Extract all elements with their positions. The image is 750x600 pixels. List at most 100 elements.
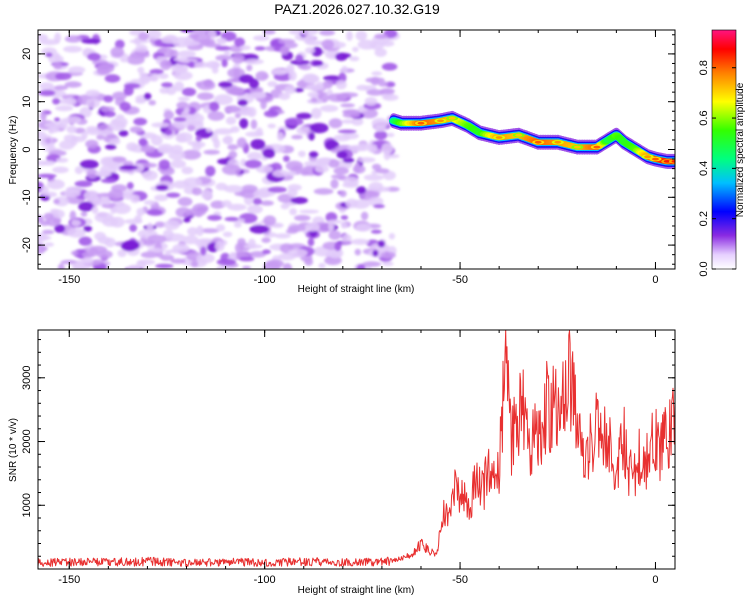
noise-blob [173, 117, 187, 122]
x-tick-label: -150 [58, 574, 80, 586]
track-peak-core [644, 155, 652, 159]
noise-blob [149, 76, 156, 82]
snr-series-line [38, 330, 675, 567]
noise-blob [150, 135, 163, 146]
noise-blob [222, 136, 233, 144]
noise-blob [191, 187, 203, 196]
noise-blob [196, 253, 215, 264]
snr-x-ticks: -150 -100 -50 0 [58, 330, 659, 586]
noise-blob [46, 217, 61, 227]
noise-blob [239, 111, 254, 116]
noise-blob [38, 173, 57, 178]
noise-blob [285, 160, 304, 171]
noise-blob [66, 125, 77, 134]
noise-blob [337, 129, 357, 134]
noise-blob [38, 233, 49, 242]
noise-blob [109, 137, 121, 145]
noise-blob [54, 85, 68, 91]
noise-blob [238, 74, 254, 84]
noise-blob [38, 160, 48, 166]
noise-blob [205, 127, 213, 133]
colorbar-tick-label: 0.4 [698, 161, 710, 176]
noise-blob [380, 40, 395, 47]
noise-blob [64, 35, 83, 43]
colorbar-tick-label: 0.0 [698, 261, 710, 276]
noise-blob [316, 90, 324, 99]
noise-blob [370, 229, 382, 234]
noise-blob [80, 211, 88, 217]
noise-blob [214, 128, 234, 135]
noise-blob [146, 209, 163, 216]
noise-blob [201, 189, 213, 200]
noise-blob [299, 64, 312, 71]
y-tick-label: 0 [21, 146, 33, 152]
snr-background [38, 330, 675, 569]
noise-blob [381, 62, 398, 71]
colorbar-tick-label: 0.2 [698, 211, 710, 226]
noise-blob [285, 228, 298, 234]
noise-blob [244, 159, 262, 169]
noise-blob [260, 200, 274, 206]
noise-blob [112, 156, 127, 163]
noise-blob [85, 89, 101, 98]
noise-blob [54, 52, 61, 62]
noise-blob [247, 151, 263, 161]
noise-blob [374, 130, 388, 140]
noise-blob [50, 208, 60, 213]
noise-blob [223, 50, 231, 56]
noise-blob [287, 188, 298, 198]
noise-blob [41, 47, 57, 57]
noise-blob [309, 122, 329, 134]
figure-title: PAZ1.2026.027.10.32.G19 [274, 1, 440, 17]
colorbar-label: Normalized spectral amplitude [735, 82, 746, 217]
noise-blob [340, 103, 355, 108]
noise-blob [328, 158, 340, 168]
noise-blob [274, 233, 291, 239]
noise-blob [129, 126, 143, 134]
noise-blob [81, 38, 101, 44]
noise-blob [249, 225, 270, 234]
noise-blob [294, 214, 311, 222]
noise-blob [165, 233, 186, 242]
noise-blob [276, 132, 284, 142]
noise-blob [143, 92, 152, 100]
x-tick-label: -100 [254, 274, 276, 286]
noise-blob [362, 261, 382, 267]
noise-blob [334, 241, 342, 252]
noise-blob [349, 56, 360, 62]
noise-blob [181, 149, 202, 160]
noise-blob [163, 220, 180, 230]
noise-blob [248, 238, 256, 250]
track-peak-core [652, 157, 659, 161]
noise-blob [159, 87, 170, 94]
noise-blob [137, 66, 145, 74]
noise-blob [283, 155, 290, 162]
noise-blob [209, 101, 220, 112]
noise-blob [182, 41, 201, 46]
noise-blob [146, 30, 162, 40]
noise-blob [135, 98, 147, 104]
noise-blob [214, 240, 225, 252]
noise-blob [284, 117, 304, 126]
noise-blob [225, 116, 237, 125]
noise-blob [352, 46, 359, 53]
noise-blob [340, 215, 349, 221]
noise-blob [91, 206, 99, 215]
noise-blob [290, 197, 308, 204]
noise-blob [286, 64, 295, 72]
y-tick-label: 20 [21, 48, 33, 60]
noise-blob [148, 100, 156, 106]
noise-blob [216, 265, 233, 269]
noise-blob [163, 110, 175, 120]
noise-blob [278, 38, 296, 44]
noise-blob [221, 164, 242, 175]
noise-blob [110, 46, 125, 58]
noise-blob [364, 97, 378, 106]
noise-blob [357, 39, 377, 50]
noise-blob [157, 48, 168, 54]
noise-blob [262, 148, 276, 159]
noise-blob [375, 168, 390, 174]
noise-blob [305, 222, 320, 232]
noise-blob [267, 123, 276, 129]
noise-blob [63, 45, 83, 53]
